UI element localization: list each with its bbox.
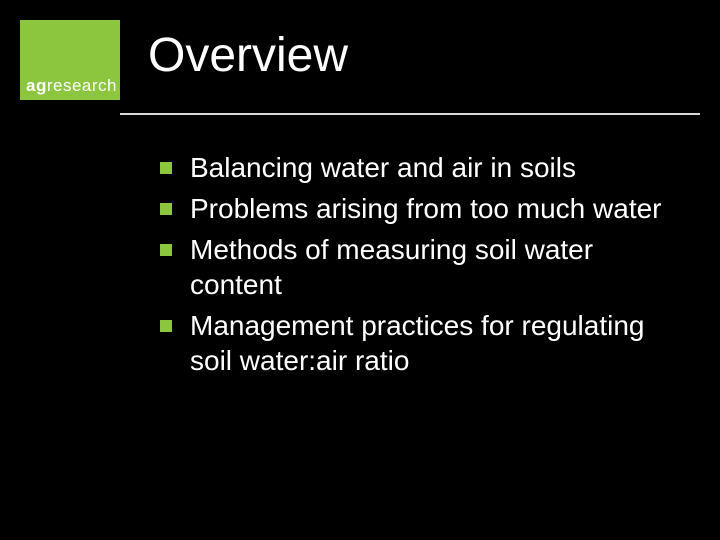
bullet-text: Balancing water and air in soils (190, 150, 576, 185)
content-area: Balancing water and air in soils Problem… (160, 150, 690, 384)
list-item: Methods of measuring soil water content (160, 232, 690, 302)
divider-line (120, 113, 700, 115)
logo-text: agresearch (26, 76, 117, 96)
bullet-text: Problems arising from too much water (190, 191, 662, 226)
slide-title: Overview (148, 28, 348, 83)
square-bullet-icon (160, 320, 172, 332)
logo-box: agresearch (20, 20, 120, 100)
bullet-text: Management practices for regulating soil… (190, 308, 690, 378)
bullet-text: Methods of measuring soil water content (190, 232, 690, 302)
logo-bold: ag (26, 76, 47, 95)
list-item: Balancing water and air in soils (160, 150, 690, 185)
bullet-list: Balancing water and air in soils Problem… (160, 150, 690, 378)
square-bullet-icon (160, 203, 172, 215)
list-item: Management practices for regulating soil… (160, 308, 690, 378)
square-bullet-icon (160, 244, 172, 256)
list-item: Problems arising from too much water (160, 191, 690, 226)
square-bullet-icon (160, 162, 172, 174)
logo-light: research (47, 76, 117, 95)
